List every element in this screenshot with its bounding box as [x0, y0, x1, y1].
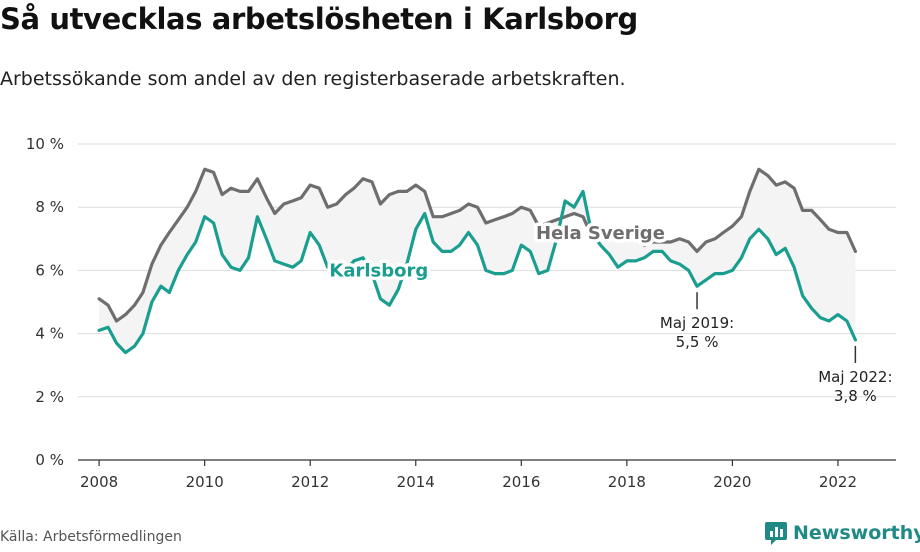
- page-title: Så utvecklas arbetslösheten i Karlsborg: [0, 2, 638, 36]
- x-tick-label: 2014: [397, 473, 435, 491]
- series-label-layer: Hela Sverige Karlsborg: [326, 219, 669, 285]
- y-tick-label: 8 %: [35, 198, 64, 216]
- series-line-karlsborg: [97, 189, 857, 355]
- difference-band: [99, 169, 856, 353]
- annotation-label-line1: Maj 2019:: [660, 314, 734, 332]
- x-tick-label: 2008: [80, 473, 118, 491]
- series-label-karlsborg: Karlsborg: [329, 261, 428, 282]
- series-layer: [97, 167, 857, 355]
- brand-name: Newsworthy: [793, 522, 920, 544]
- x-tick-label: 2020: [713, 473, 751, 491]
- y-tick-label: 4 %: [35, 325, 64, 343]
- series-label-hela-sverige: Hela Sverige: [536, 223, 665, 244]
- y-tick-label: 0 %: [35, 451, 64, 469]
- annotation-label-line2: 3,8 %: [834, 387, 877, 405]
- annotation-label-line1: Maj 2022:: [818, 368, 892, 386]
- x-tick-label: 2016: [502, 473, 540, 491]
- annotation-label-line2: 5,5 %: [676, 333, 719, 351]
- x-tick-label: 2012: [291, 473, 329, 491]
- newsworthy-logo-icon: [765, 522, 787, 545]
- y-tick-label: 6 %: [35, 261, 64, 279]
- annotation-layer: Maj 2019:5,5 % Maj 2022:3,8 %: [660, 292, 893, 405]
- series-line-hela-sverige: [97, 167, 857, 323]
- source-note: Källa: Arbetsförmedlingen: [0, 529, 182, 545]
- x-tick-label: 2022: [819, 473, 857, 491]
- grid-layer: 0 % 2 % 4 % 6 % 8 % 10 %: [26, 135, 896, 469]
- x-tick-label: 2010: [186, 473, 224, 491]
- page-subtitle: Arbetssökande som andel av den registerb…: [0, 68, 626, 90]
- x-tick-label: 2018: [608, 473, 646, 491]
- brand: Newsworthy: [765, 519, 920, 547]
- y-tick-label: 10 %: [26, 135, 64, 153]
- y-tick-label: 2 %: [35, 388, 64, 406]
- axis-layer: 2008 2010 2012 2014 2016 2018 2020 2022: [78, 459, 896, 491]
